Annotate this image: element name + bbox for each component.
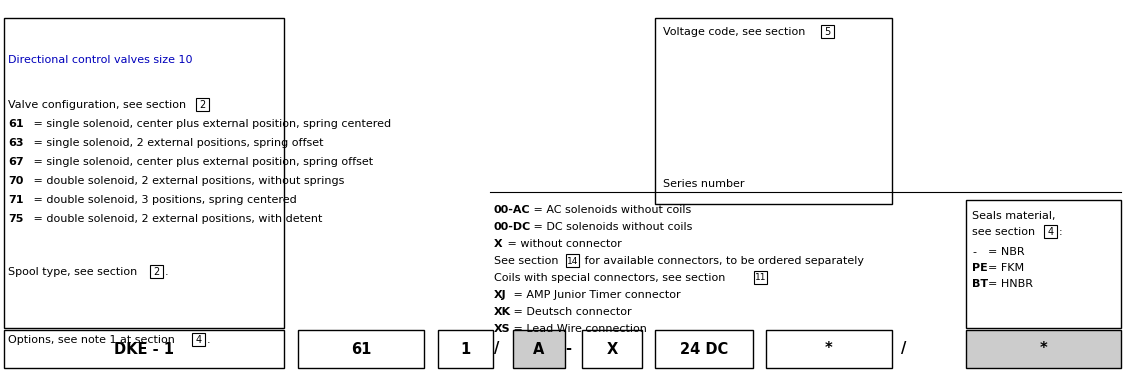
Text: 63: 63 <box>8 138 24 148</box>
Text: 4: 4 <box>196 335 201 345</box>
Bar <box>298 330 424 368</box>
Bar <box>1044 225 1058 238</box>
Text: 2: 2 <box>199 100 206 110</box>
Text: 61: 61 <box>351 341 371 356</box>
Text: 67: 67 <box>8 157 24 167</box>
Text: = AC solenoids without coils: = AC solenoids without coils <box>530 205 691 215</box>
Text: XJ: XJ <box>494 290 506 300</box>
Text: = double solenoid, 2 external positions, without springs: = double solenoid, 2 external positions,… <box>30 176 344 186</box>
Bar <box>821 25 834 38</box>
Text: BT: BT <box>972 279 988 289</box>
Text: PE: PE <box>972 263 988 273</box>
Text: See section: See section <box>494 256 562 266</box>
Text: .: . <box>165 267 169 277</box>
Text: 00-AC: 00-AC <box>494 205 531 215</box>
Bar <box>566 254 579 267</box>
Text: Spool type, see section: Spool type, see section <box>8 267 141 277</box>
Text: 14: 14 <box>567 257 578 266</box>
Text: A: A <box>533 341 544 356</box>
Text: 1: 1 <box>460 341 470 356</box>
Text: = DC solenoids without coils: = DC solenoids without coils <box>530 222 692 232</box>
Bar <box>438 330 493 368</box>
Text: Valve configuration, see section: Valve configuration, see section <box>8 100 190 110</box>
Bar <box>766 330 892 368</box>
Text: X: X <box>606 341 618 356</box>
Bar <box>196 98 209 111</box>
Text: *: * <box>825 341 832 356</box>
Text: = NBR: = NBR <box>988 247 1025 257</box>
Bar <box>655 18 892 204</box>
Text: = HNBR: = HNBR <box>988 279 1033 289</box>
Bar <box>582 330 642 368</box>
Text: Options, see note 1 at section: Options, see note 1 at section <box>8 335 179 345</box>
Text: Directional control valves size 10: Directional control valves size 10 <box>8 55 192 65</box>
Bar <box>150 265 163 278</box>
Text: XS: XS <box>494 324 511 334</box>
Text: = Deutsch connector: = Deutsch connector <box>510 307 631 317</box>
Text: /: / <box>494 341 500 356</box>
Text: X: X <box>494 239 503 249</box>
Text: 00-DC: 00-DC <box>494 222 531 232</box>
Text: = double solenoid, 3 positions, spring centered: = double solenoid, 3 positions, spring c… <box>30 195 297 205</box>
Bar <box>655 330 753 368</box>
Text: 24 DC: 24 DC <box>680 341 728 356</box>
Bar <box>966 200 1120 328</box>
Text: Seals material,: Seals material, <box>972 211 1055 221</box>
Bar <box>754 271 767 284</box>
Text: Series number: Series number <box>663 179 745 189</box>
Text: = FKM: = FKM <box>988 263 1024 273</box>
Text: 71: 71 <box>8 195 24 205</box>
Text: -: - <box>972 247 976 257</box>
Text: for available connectors, to be ordered separately: for available connectors, to be ordered … <box>580 256 864 266</box>
Text: 70: 70 <box>8 176 24 186</box>
Text: = AMP Junior Timer connector: = AMP Junior Timer connector <box>510 290 681 300</box>
Text: 75: 75 <box>8 214 24 224</box>
Bar <box>4 330 284 368</box>
Text: = double solenoid, 2 external positions, with detent: = double solenoid, 2 external positions,… <box>30 214 323 224</box>
Text: 11: 11 <box>755 273 766 282</box>
Text: = Lead Wire connection: = Lead Wire connection <box>510 324 647 334</box>
Text: Coils with special connectors, see section: Coils with special connectors, see secti… <box>494 273 729 283</box>
Text: = single solenoid, center plus external position, spring centered: = single solenoid, center plus external … <box>30 119 391 129</box>
Text: DKE - 1: DKE - 1 <box>114 341 174 356</box>
Text: .: . <box>207 335 210 345</box>
Text: 2: 2 <box>153 267 160 277</box>
Text: = single solenoid, 2 external positions, spring offset: = single solenoid, 2 external positions,… <box>30 138 324 148</box>
Text: 4: 4 <box>1047 227 1053 237</box>
Text: 61: 61 <box>8 119 24 129</box>
Text: /: / <box>901 341 907 356</box>
Bar <box>966 330 1120 368</box>
Bar <box>192 333 205 346</box>
Text: see section: see section <box>972 227 1038 237</box>
Text: = without connector: = without connector <box>504 239 622 249</box>
Bar <box>4 18 284 328</box>
Text: *: * <box>1040 341 1047 356</box>
Text: Voltage code, see section: Voltage code, see section <box>663 27 809 37</box>
Text: :: : <box>1059 227 1063 237</box>
Text: 5: 5 <box>825 27 830 37</box>
Text: XK: XK <box>494 307 511 317</box>
Text: = single solenoid, center plus external position, spring offset: = single solenoid, center plus external … <box>30 157 374 167</box>
Text: -: - <box>565 341 572 356</box>
Bar <box>513 330 565 368</box>
